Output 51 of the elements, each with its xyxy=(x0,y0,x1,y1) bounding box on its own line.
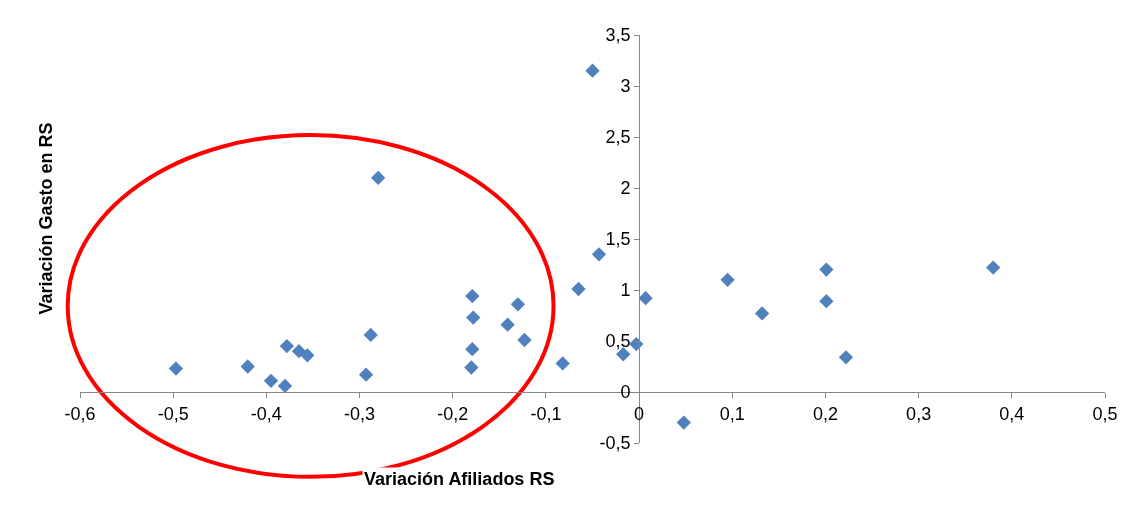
y-tick-label: 2,5 xyxy=(605,127,631,148)
x-tick-label: 0,2 xyxy=(812,403,838,424)
point xyxy=(585,63,600,78)
y-axis-title: Variación Gasto en RS xyxy=(36,122,57,315)
point xyxy=(986,260,1001,275)
y-tick-label: 2 xyxy=(620,178,631,199)
point xyxy=(819,262,834,277)
point xyxy=(500,317,515,332)
point xyxy=(676,415,691,430)
point xyxy=(464,360,479,375)
y-tick-label: 3 xyxy=(620,76,631,97)
point xyxy=(754,306,770,321)
x-tick-label: -0,5 xyxy=(157,403,189,424)
point xyxy=(720,272,735,287)
point xyxy=(363,327,378,343)
point xyxy=(591,247,607,262)
x-tick-label: -0,2 xyxy=(437,403,469,424)
point xyxy=(465,288,480,304)
point xyxy=(263,373,279,388)
point xyxy=(300,348,315,363)
point xyxy=(465,342,480,357)
point xyxy=(638,291,653,306)
x-tick-label: 0,4 xyxy=(999,403,1025,424)
point xyxy=(466,310,481,325)
x-tick-label: 0,3 xyxy=(906,403,932,424)
x-axis-title: Variación Afiliados RS xyxy=(364,469,555,489)
y-tick-label: -0,5 xyxy=(599,433,631,454)
point xyxy=(571,281,586,297)
point xyxy=(510,297,526,312)
x-tick-label: -0,4 xyxy=(250,403,282,424)
x-tick-label: -0,1 xyxy=(530,403,562,424)
x-tick-label: 0,1 xyxy=(719,403,745,424)
x-tick-label: -0,3 xyxy=(344,403,376,424)
y-tick-label: 0,5 xyxy=(605,331,631,352)
y-tick-label: 3,5 xyxy=(605,25,631,46)
y-tick-label: 0 xyxy=(620,382,631,403)
point xyxy=(240,359,255,374)
point xyxy=(279,338,295,354)
point xyxy=(277,378,293,394)
x-tick-label: 0,5 xyxy=(1092,403,1118,424)
y-tick-label: 1 xyxy=(620,280,631,301)
y-tick-label: 1,5 xyxy=(605,229,631,250)
point xyxy=(358,367,374,382)
point xyxy=(838,350,854,365)
point xyxy=(819,294,834,309)
point xyxy=(168,361,184,376)
point xyxy=(371,170,386,185)
point xyxy=(517,332,532,348)
x-tick-label: 0 xyxy=(634,403,645,424)
point xyxy=(555,356,570,371)
x-tick-label: -0,6 xyxy=(64,403,96,424)
